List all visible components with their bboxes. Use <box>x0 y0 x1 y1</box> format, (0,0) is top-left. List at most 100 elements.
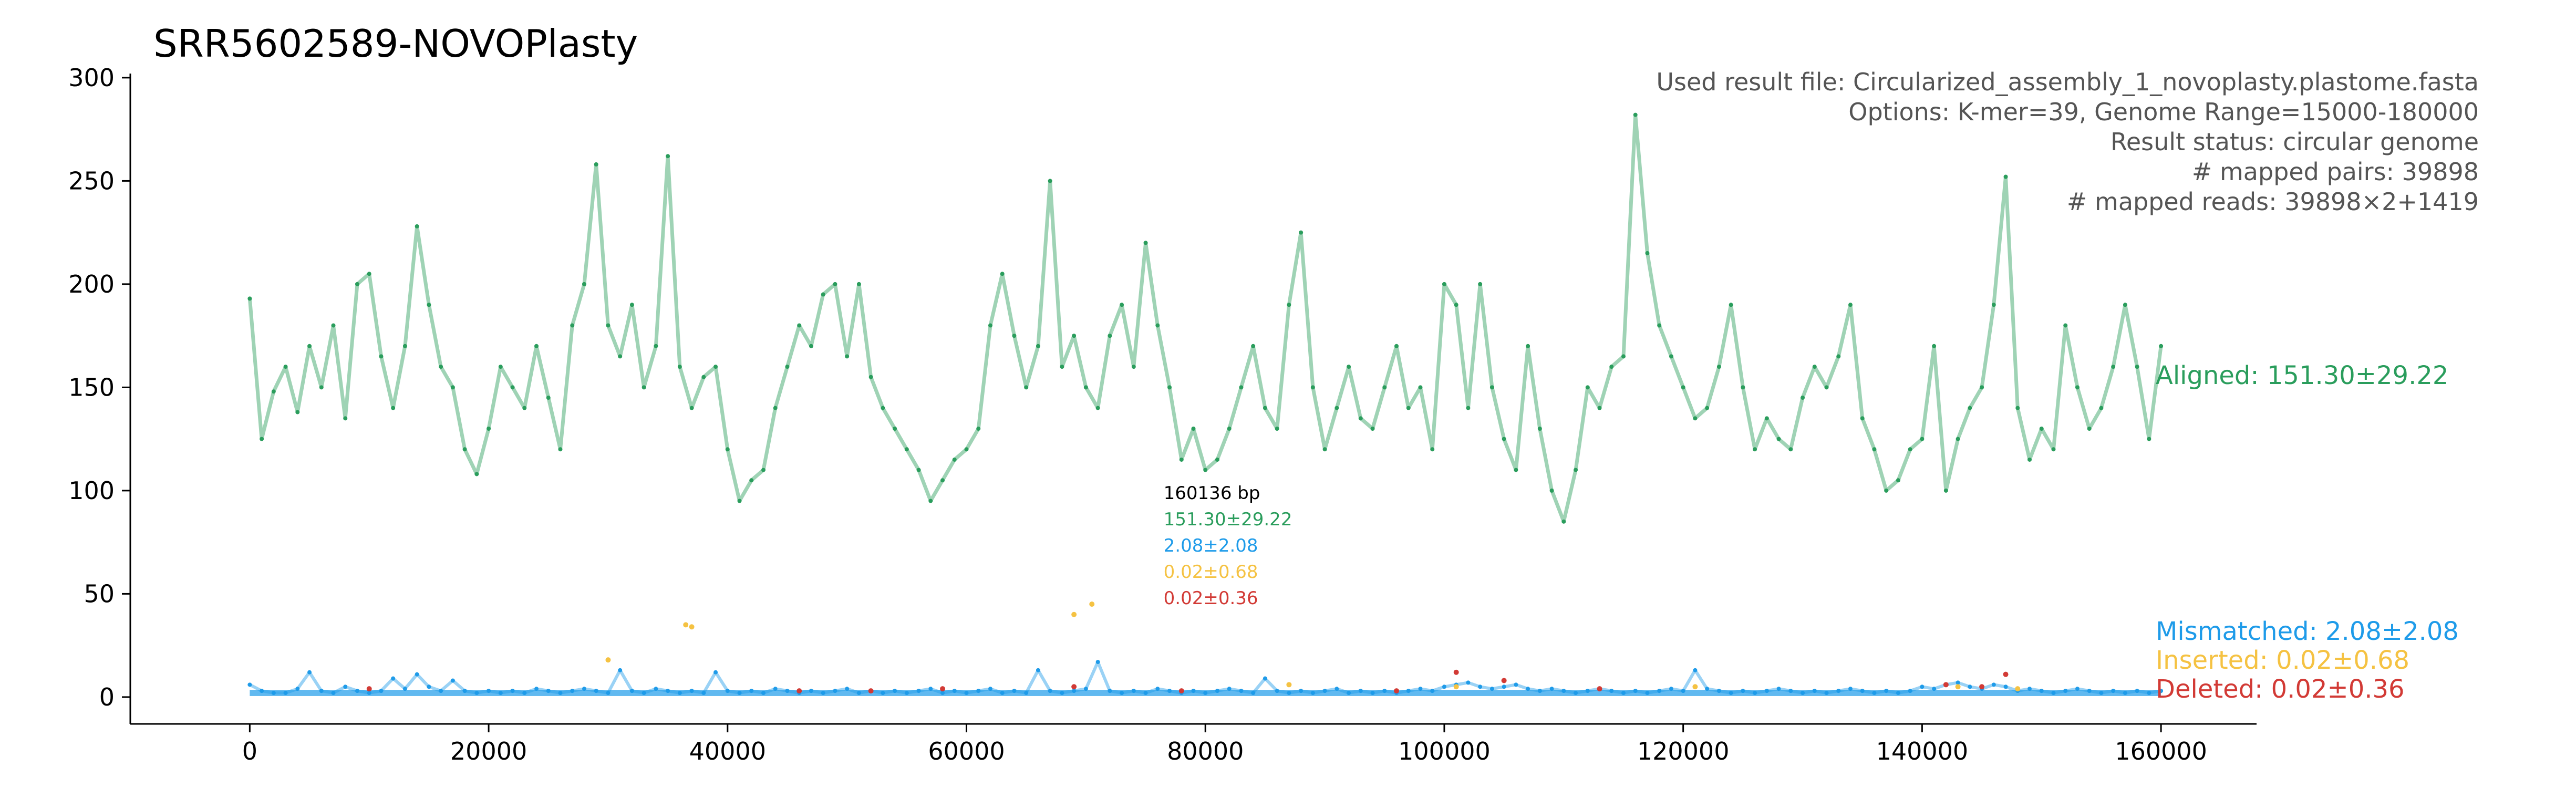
data-point <box>391 676 396 681</box>
data-point <box>283 365 288 369</box>
data-point <box>1776 437 1781 441</box>
data-point <box>1287 691 1291 696</box>
data-point <box>295 687 300 691</box>
data-point <box>916 468 921 472</box>
data-point <box>1382 689 1387 693</box>
data-point <box>1191 426 1196 431</box>
data-point <box>1681 385 1685 390</box>
y-tick-label: 0 <box>99 683 115 711</box>
data-point <box>1227 426 1232 431</box>
data-point <box>988 323 992 328</box>
data-point <box>1024 385 1029 390</box>
data-point <box>2003 685 2008 689</box>
x-tick-label: 80000 <box>1167 737 1244 765</box>
data-point <box>1681 689 1685 693</box>
data-point <box>1633 689 1638 693</box>
data-point <box>283 691 288 696</box>
info-block: Used result file: Circularized_assembly_… <box>1656 68 2479 216</box>
data-point <box>1716 689 1721 693</box>
data-point <box>1120 303 1124 307</box>
data-point <box>319 385 324 390</box>
data-point <box>1489 687 1494 691</box>
data-point <box>260 437 264 441</box>
series-label: Inserted: 0.02±0.68 <box>2156 646 2409 675</box>
data-point <box>1394 344 1399 348</box>
x-tick-label: 40000 <box>689 737 766 765</box>
tooltip-line: 0.02±0.36 <box>1164 588 1258 609</box>
data-point <box>1370 426 1375 431</box>
data-point <box>1466 406 1471 410</box>
data-point <box>1812 365 1817 369</box>
data-point <box>1979 684 1985 690</box>
info-options: Options: K-mer=39, Genome Range=15000-18… <box>1848 98 2479 126</box>
x-tick-label: 120000 <box>1637 737 1730 765</box>
data-point <box>1083 687 1088 691</box>
data-point <box>402 687 407 691</box>
data-point <box>629 689 634 693</box>
data-point <box>725 689 730 693</box>
data-point <box>1574 468 1578 472</box>
data-point <box>940 691 945 696</box>
data-point <box>1036 668 1040 672</box>
data-point <box>355 689 359 693</box>
data-point <box>1633 112 1638 117</box>
data-point <box>785 365 790 369</box>
data-point <box>2159 344 2164 348</box>
data-point <box>534 344 539 348</box>
data-point <box>534 687 539 691</box>
data-point <box>893 426 897 431</box>
data-point <box>1143 691 1148 696</box>
data-point <box>1991 682 1996 687</box>
data-point <box>1645 251 1650 255</box>
data-point <box>713 670 718 675</box>
data-point <box>1526 344 1530 348</box>
series-trace <box>247 113 2163 524</box>
data-point <box>833 282 837 286</box>
data-point <box>367 272 371 276</box>
data-point <box>1394 688 1400 694</box>
data-point <box>1108 689 1112 693</box>
data-point <box>2087 689 2092 693</box>
info-result-status: Result status: circular genome <box>2111 128 2479 156</box>
data-point <box>1215 689 1219 693</box>
y-tick-label: 100 <box>68 476 115 505</box>
data-point <box>247 682 252 687</box>
data-point <box>1968 406 1972 410</box>
data-point <box>618 668 623 672</box>
data-point <box>1239 385 1244 390</box>
data-point <box>1215 457 1219 462</box>
data-point <box>1299 230 1303 235</box>
data-point <box>1705 406 1710 410</box>
data-point <box>546 689 551 693</box>
data-point <box>809 344 813 348</box>
data-point <box>1000 691 1005 696</box>
data-point <box>439 689 443 693</box>
data-point <box>1609 689 1614 693</box>
data-point <box>1322 689 1327 693</box>
data-point <box>701 375 706 379</box>
data-point <box>2003 671 2009 677</box>
data-point <box>366 686 372 692</box>
data-point <box>1466 680 1471 685</box>
y-tick-label: 250 <box>68 167 115 195</box>
data-point <box>558 447 563 452</box>
data-point <box>1095 660 1100 665</box>
data-point <box>1334 687 1339 691</box>
data-point <box>689 406 694 410</box>
data-point <box>1095 406 1100 410</box>
data-point <box>1406 406 1411 410</box>
data-point <box>1585 689 1590 693</box>
data-point <box>964 691 969 696</box>
data-point <box>642 385 646 390</box>
data-point <box>570 689 575 693</box>
data-point <box>1347 691 1351 696</box>
data-point <box>1430 447 1435 452</box>
data-point <box>2039 426 2044 431</box>
data-point <box>450 678 455 683</box>
tooltip-line: 160136 bp <box>1164 483 1260 504</box>
data-point <box>1753 447 1757 452</box>
data-point <box>1275 689 1279 693</box>
y-ticks: 0 50 100 150 200 250 300 <box>68 64 130 711</box>
data-point <box>2075 385 2080 390</box>
data-point <box>1848 303 1853 307</box>
